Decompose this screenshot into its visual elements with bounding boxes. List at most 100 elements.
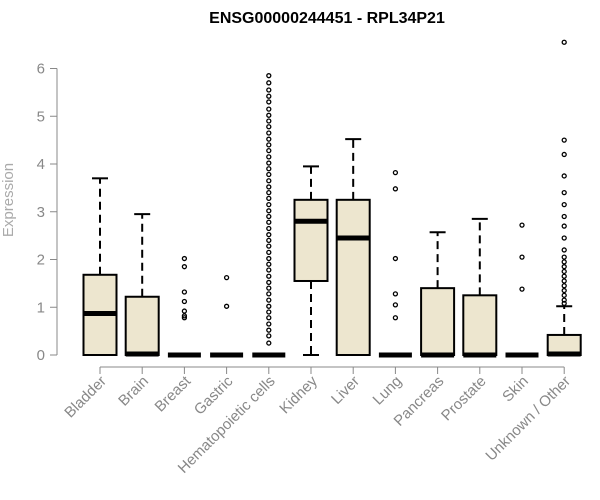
outlier-point <box>392 291 399 297</box>
outlier-point <box>266 201 272 208</box>
outlier-point <box>561 259 567 265</box>
x-tick-label: Kidney <box>276 372 321 417</box>
plot-area <box>82 39 582 358</box>
outlier-point <box>561 235 567 241</box>
outlier-point <box>392 315 399 321</box>
outlier-point <box>561 278 567 284</box>
outlier-point <box>266 99 272 105</box>
outlier-point <box>266 309 272 315</box>
outlier-point <box>181 308 188 314</box>
outlier-point <box>266 195 272 202</box>
y-axis-label: Expression <box>0 163 17 237</box>
y-tick-label: 0 <box>37 347 45 364</box>
box-body <box>420 287 456 356</box>
outlier-point <box>561 292 567 298</box>
outlier-point <box>266 184 272 190</box>
outlier-point <box>266 225 272 232</box>
x-tick-label: Skin <box>499 373 532 406</box>
outlier-point <box>223 274 230 281</box>
outlier-point <box>266 166 272 172</box>
outlier-point <box>266 297 272 303</box>
outlier-point <box>561 173 567 179</box>
outlier-point <box>266 333 272 339</box>
outlier-point <box>561 264 567 270</box>
outlier-point <box>392 302 399 308</box>
outlier-point <box>392 186 399 192</box>
outlier-point <box>266 249 272 255</box>
outlier-point <box>266 213 272 220</box>
y-tick-label: 3 <box>37 204 45 221</box>
outlier-point <box>561 268 567 275</box>
outlier-point <box>561 223 567 229</box>
outlier-point <box>266 136 272 142</box>
box-hematopoietic-cells <box>252 73 286 358</box>
outlier-point <box>561 254 567 260</box>
outlier-point <box>266 208 272 214</box>
box-gastric <box>210 274 244 358</box>
box-body <box>124 295 160 356</box>
outlier-point <box>266 189 272 196</box>
x-tick-label: Brain <box>115 373 152 410</box>
box-unknown-other <box>546 39 582 357</box>
outlier-point <box>266 267 272 273</box>
outlier-point <box>181 313 188 319</box>
outlier-point <box>561 39 567 45</box>
outlier-point <box>266 279 272 286</box>
box-body <box>293 198 329 282</box>
outlier-point <box>266 303 272 309</box>
outlier-point <box>266 93 272 99</box>
outlier-point <box>561 273 567 279</box>
box-pancreas <box>420 231 456 358</box>
outlier-point <box>561 297 567 303</box>
outlier-point <box>266 291 272 297</box>
outlier-point <box>266 87 272 93</box>
outlier-point <box>561 137 567 143</box>
outlier-point <box>266 261 272 267</box>
outlier-point <box>561 213 567 220</box>
box-lung <box>378 169 412 358</box>
outlier-point <box>266 255 272 262</box>
outlier-point <box>181 264 188 270</box>
box-skin <box>505 222 539 358</box>
outlier-point <box>266 147 272 154</box>
outlier-point <box>266 118 272 124</box>
y-tick-label: 4 <box>37 156 45 173</box>
x-tick-label: Bladder <box>61 373 110 422</box>
y-tick-label: 5 <box>37 108 45 125</box>
outlier-point <box>266 160 272 166</box>
outlier-point <box>266 315 272 321</box>
outlier-point <box>392 255 399 262</box>
x-tick-label: Breast <box>152 372 195 415</box>
box-body <box>335 198 371 356</box>
outlier-point <box>266 112 272 118</box>
x-tick-label: Liver <box>328 373 363 408</box>
outlier-point <box>181 289 188 295</box>
outlier-point <box>266 142 272 148</box>
outlier-point <box>266 154 272 160</box>
box-prostate <box>462 217 498 358</box>
outlier-point <box>266 171 272 178</box>
outlier-point <box>561 151 567 158</box>
chart-title: ENSG00000244451 - RPL34P21 <box>209 10 445 27</box>
outlier-point <box>266 124 272 130</box>
box-kidney <box>293 165 329 356</box>
outlier-point <box>181 255 188 262</box>
outlier-point <box>181 315 188 321</box>
x-tick-label: Prostate <box>438 373 490 425</box>
outlier-point <box>392 169 399 176</box>
outlier-point <box>519 286 525 292</box>
outlier-point <box>266 232 272 238</box>
outlier-point <box>266 340 272 346</box>
outlier-point <box>266 237 272 244</box>
outlier-point <box>266 321 272 327</box>
outlier-point <box>561 283 567 289</box>
outlier-point <box>223 303 230 309</box>
outlier-point <box>266 327 272 333</box>
box-body <box>462 294 498 356</box>
outlier-point <box>266 73 272 79</box>
outlier-point <box>561 189 567 196</box>
outlier-point <box>519 254 525 260</box>
